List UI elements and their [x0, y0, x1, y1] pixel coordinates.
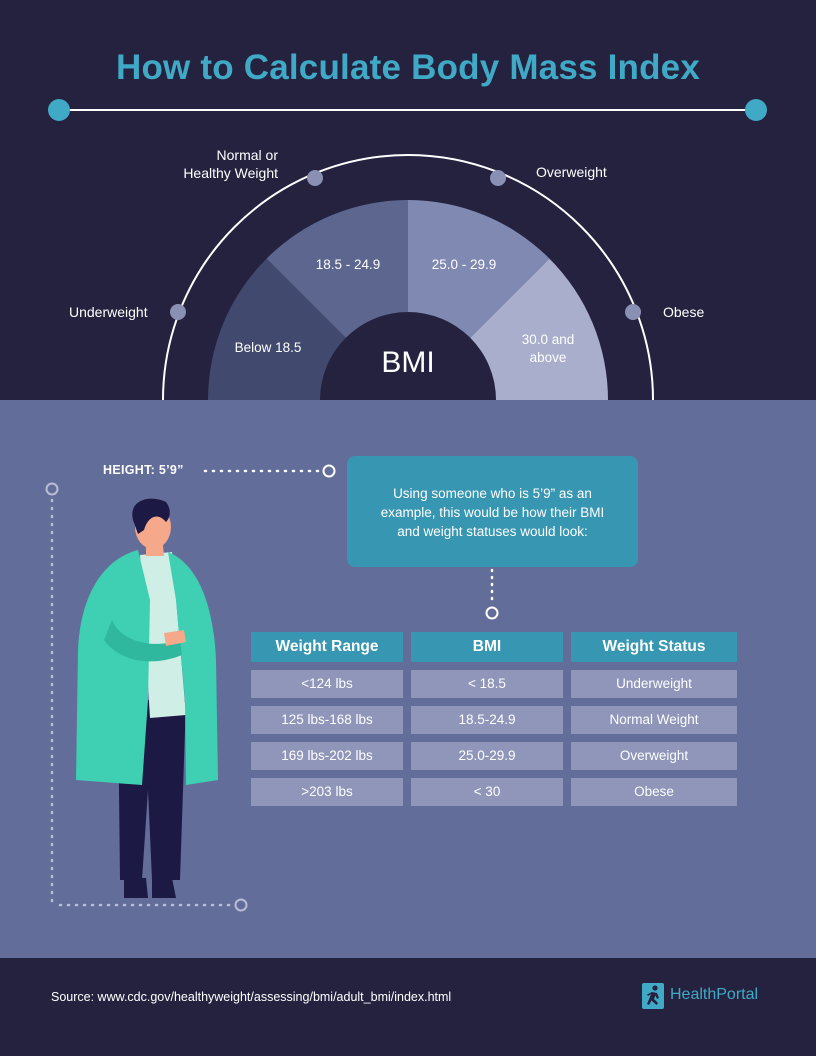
- gauge-center-label: BMI: [381, 346, 435, 379]
- marker-normal: [307, 170, 323, 186]
- bmi-gauge: [162, 154, 654, 400]
- table-cell: >203 lbs: [251, 778, 403, 806]
- running-person-icon: [642, 983, 664, 1009]
- table-cell: Underweight: [571, 670, 737, 698]
- outer-arc: [162, 154, 654, 400]
- label-underweight: Underweight: [69, 304, 148, 320]
- footer: [0, 958, 816, 1056]
- header-weight-status: Weight Status: [571, 632, 737, 662]
- marker-overweight: [490, 170, 506, 186]
- divider-left-dot: [48, 99, 70, 121]
- callout-connector-dot: [485, 606, 499, 620]
- source-text: Source: www.cdc.gov/healthyweight/assess…: [51, 990, 452, 1004]
- table-cell: 125 lbs-168 lbs: [251, 706, 403, 734]
- label-overweight: Overweight: [536, 164, 607, 180]
- vertical-measure-top: [45, 482, 59, 496]
- range-normal: 18.5 - 24.9: [315, 257, 381, 272]
- table-cell: Overweight: [571, 742, 737, 770]
- horizontal-measure-end: [234, 898, 248, 912]
- header-bmi: BMI: [411, 632, 563, 662]
- brand-name: HealthPortal: [670, 986, 759, 1003]
- doctor-figure: [76, 498, 218, 898]
- height-end-dot: [322, 464, 336, 478]
- label-obese: Obese: [663, 304, 705, 320]
- example-illustration: [45, 464, 499, 912]
- table-cell: < 30: [411, 778, 563, 806]
- gauge-center: [320, 312, 496, 400]
- table-cell: Obese: [571, 778, 737, 806]
- label-normal: Normal or Healthy Weight: [183, 147, 278, 181]
- page-title: How to Calculate Body Mass Index: [115, 48, 701, 87]
- divider-right-dot: [745, 99, 767, 121]
- range-overweight: 25.0 - 29.9: [431, 257, 497, 272]
- example-callout: Using someone who is 5’9” as an example,…: [347, 456, 638, 567]
- table-cell: 169 lbs-202 lbs: [251, 742, 403, 770]
- title-divider: [48, 99, 767, 121]
- table-cell: 25.0-29.9: [411, 742, 563, 770]
- range-underweight: Below 18.5: [234, 340, 302, 355]
- marker-obese: [625, 304, 641, 320]
- height-label: HEIGHT: 5’9”: [103, 463, 184, 477]
- marker-underweight: [170, 304, 186, 320]
- range-obese: 30.0 and above: [521, 332, 575, 365]
- table-cell: < 18.5: [411, 670, 563, 698]
- table-cell: Normal Weight: [571, 706, 737, 734]
- table-cell: <124 lbs: [251, 670, 403, 698]
- table-cell: 18.5-24.9: [411, 706, 563, 734]
- header-weight-range: Weight Range: [251, 632, 403, 662]
